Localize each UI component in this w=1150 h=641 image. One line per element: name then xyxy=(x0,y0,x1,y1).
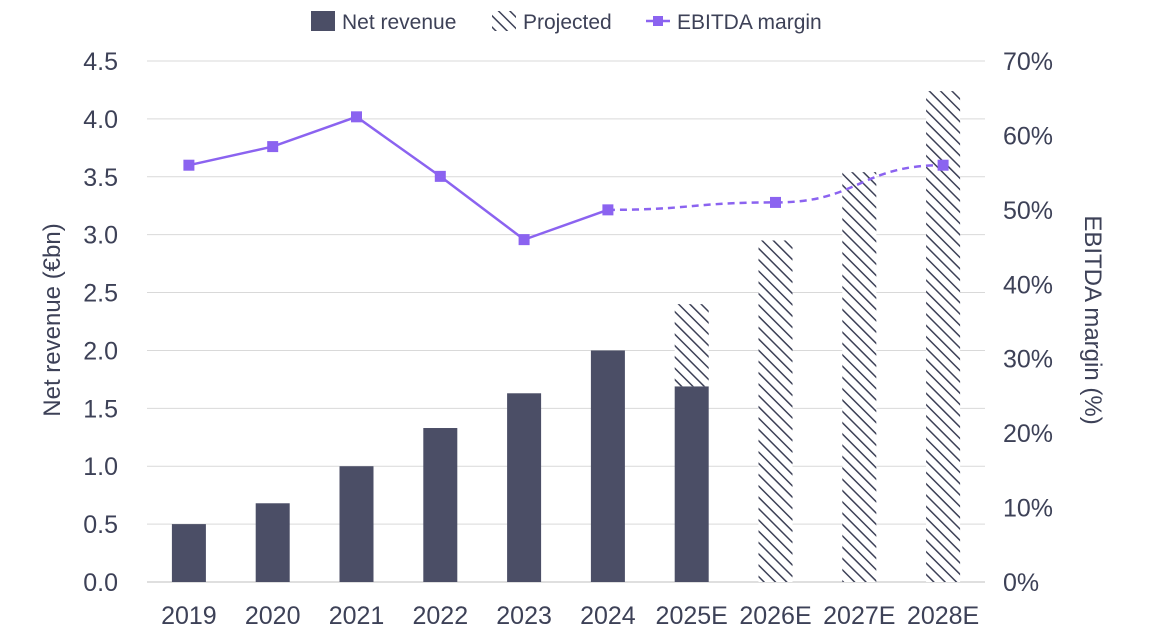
ebitda-marker xyxy=(351,111,362,123)
x-tick-label: 2025E xyxy=(656,602,728,630)
y-tick-label-left: 2.0 xyxy=(83,337,118,365)
bar-net-revenue xyxy=(339,466,374,582)
x-tick-label: 2023 xyxy=(496,602,552,630)
y-tick-label-left: 3.5 xyxy=(83,164,118,192)
bar-net-revenue xyxy=(507,393,542,582)
ebitda-marker xyxy=(434,170,446,182)
ebitda-marker xyxy=(770,196,781,208)
bar-net-revenue xyxy=(674,386,709,582)
y-tick-label-right: 50% xyxy=(1003,197,1053,225)
y-axis-title-left: Net revenue (€bn) xyxy=(39,223,66,416)
legend-swatch-ebitda-marker xyxy=(653,16,663,26)
ebitda-marker xyxy=(518,234,530,246)
y-tick-label-left: 2.5 xyxy=(83,280,118,308)
legend-label-net-revenue: Net revenue xyxy=(342,11,456,34)
legend-swatch-projected xyxy=(492,11,516,31)
y-tick-label-right: 30% xyxy=(1003,346,1053,374)
ebitda-marker xyxy=(183,159,195,171)
y-tick-label-right: 60% xyxy=(1003,122,1053,150)
x-tick-label: 2028E xyxy=(907,602,979,630)
y-tick-label-left: 1.0 xyxy=(83,453,118,481)
y-tick-label-right: 70% xyxy=(1003,48,1053,76)
y-tick-label-left: 0.0 xyxy=(83,569,118,597)
bar-net-revenue xyxy=(423,428,458,582)
bars xyxy=(171,91,961,582)
y-tick-label-right: 20% xyxy=(1003,420,1053,448)
legend-swatch-net-revenue xyxy=(311,11,335,31)
axes: 0.0 0.5 1.0 1.5 2.0 2.5 3.0 3.5 4.0 4.5 0% 10% 20% 30… xyxy=(83,48,1053,630)
x-tick-label: 2022 xyxy=(412,602,468,630)
bar-projected xyxy=(758,240,793,582)
bar-projected xyxy=(674,304,709,387)
x-tick-label: 2024 xyxy=(580,602,636,630)
bar-projected xyxy=(842,172,877,582)
ebitda-marker xyxy=(937,159,949,171)
bar-net-revenue xyxy=(171,524,206,582)
x-tick-label: 2021 xyxy=(329,602,385,630)
y-tick-label-left: 4.0 xyxy=(83,106,118,134)
ebitda-line-actual xyxy=(188,115,609,242)
x-tick-label: 2026E xyxy=(739,602,811,630)
y-axis-title-right: EBITDA margin (%) xyxy=(1079,215,1106,424)
bar-projected xyxy=(926,91,961,582)
y-tick-label-right: 40% xyxy=(1003,271,1053,299)
bar-net-revenue xyxy=(255,503,290,582)
legend: Net revenue Projected EBITDA margin xyxy=(311,11,822,34)
y-tick-label-left: 4.5 xyxy=(83,48,118,76)
y-tick-label-left: 3.0 xyxy=(83,222,118,250)
y-tick-label-left: 0.5 xyxy=(83,511,118,539)
bar-net-revenue xyxy=(590,350,625,582)
x-tick-label: 2019 xyxy=(161,602,217,630)
x-tick-label: 2020 xyxy=(245,602,301,630)
ebitda-marker xyxy=(267,141,279,153)
legend-label-projected: Projected xyxy=(523,11,612,34)
legend-label-ebitda-margin: EBITDA margin xyxy=(677,11,822,34)
y-tick-label-left: 1.5 xyxy=(83,395,118,423)
y-tick-label-right: 10% xyxy=(1003,495,1053,523)
ebitda-line xyxy=(183,111,949,246)
y-tick-label-right: 0% xyxy=(1003,569,1039,597)
x-tick-label: 2027E xyxy=(823,602,895,630)
ebitda-marker xyxy=(602,204,614,216)
ebitda-line-projected xyxy=(607,163,944,212)
